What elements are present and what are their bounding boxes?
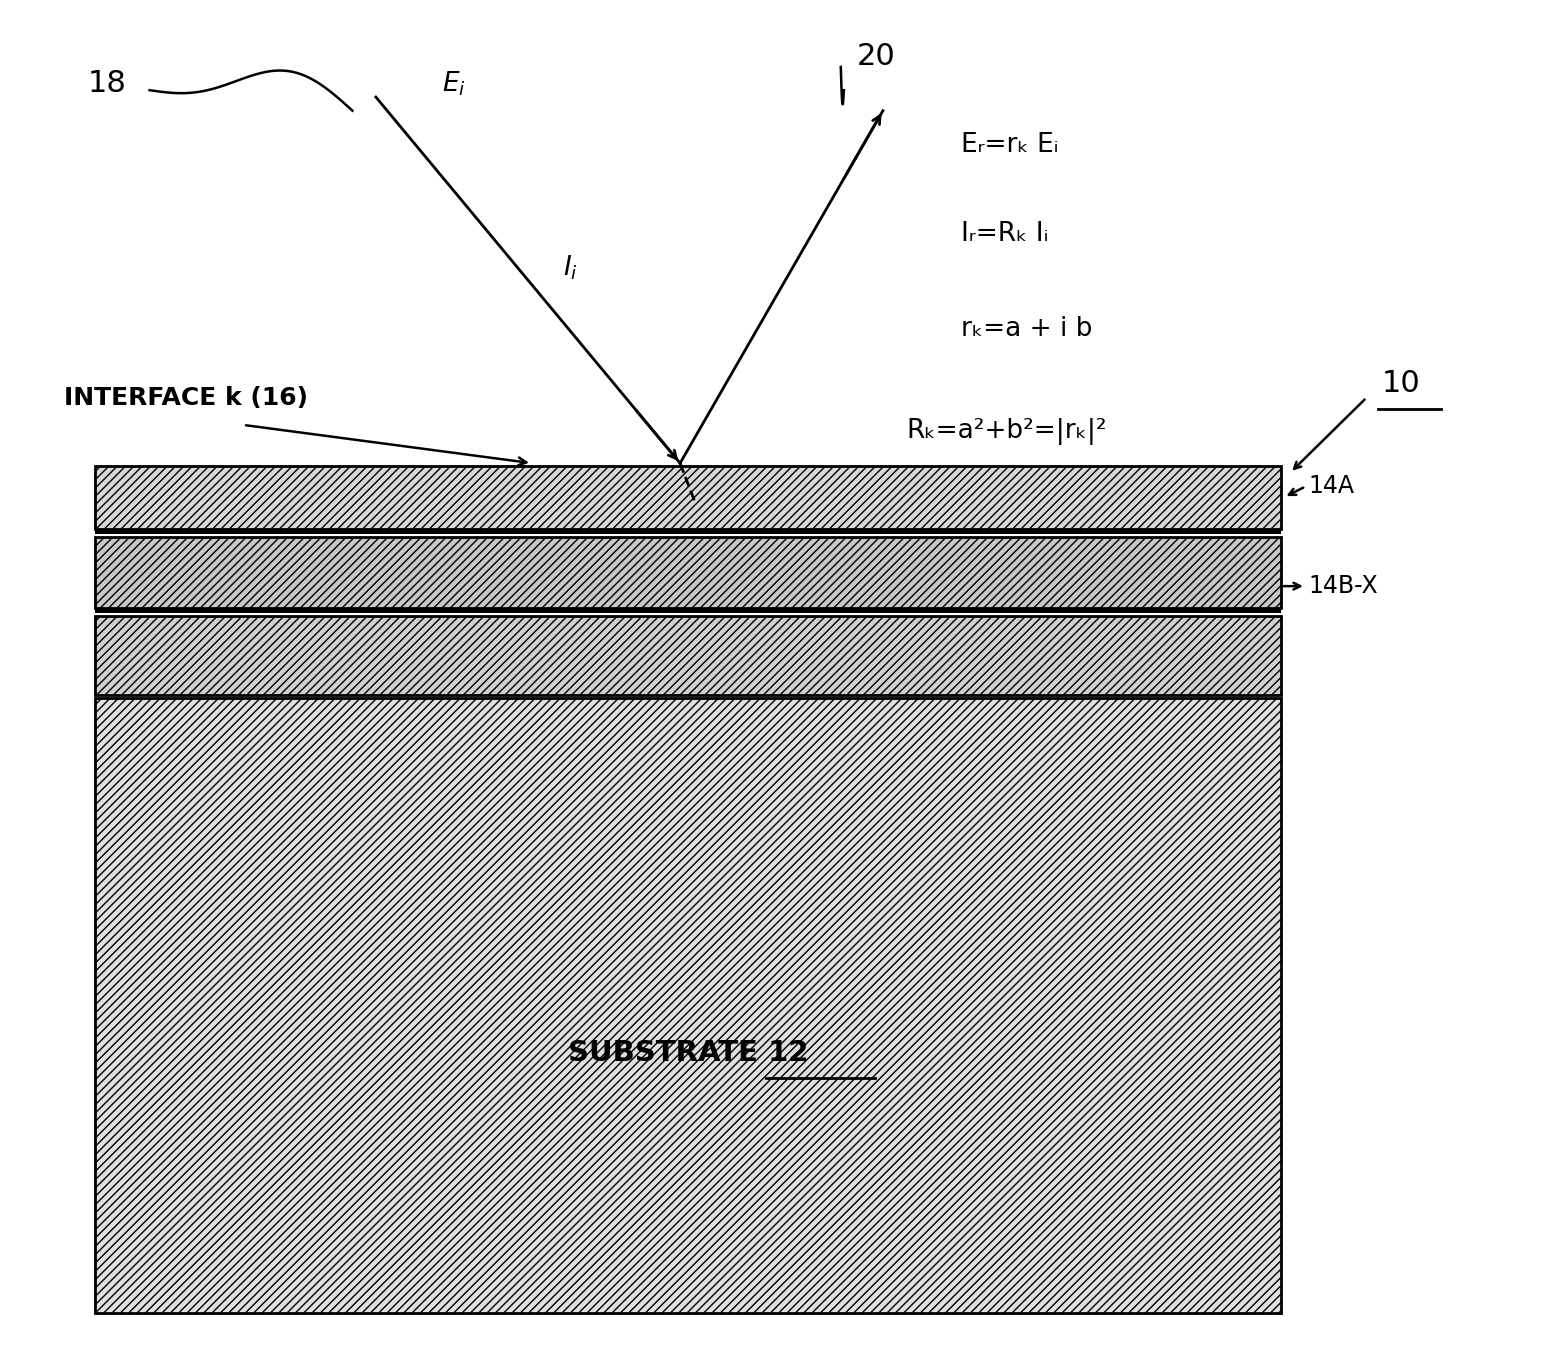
Text: 14B-X: 14B-X — [1308, 574, 1379, 598]
Text: Iᵣ=Rₖ Iᵢ: Iᵣ=Rₖ Iᵢ — [961, 220, 1049, 246]
Text: $I_i$: $I_i$ — [563, 253, 578, 282]
Text: 14A: 14A — [1308, 475, 1355, 498]
Text: 20: 20 — [857, 41, 896, 71]
Text: SUBSTRATE 12: SUBSTRATE 12 — [567, 1039, 808, 1068]
Text: 18: 18 — [88, 68, 127, 97]
Text: rₖ=a + i b: rₖ=a + i b — [961, 316, 1093, 342]
Bar — [95, 609, 1280, 613]
Bar — [95, 616, 1280, 695]
Text: 10: 10 — [1382, 370, 1421, 398]
Text: $E_i$: $E_i$ — [442, 68, 466, 97]
Text: Eᵣ=rₖ Eᵢ: Eᵣ=rₖ Eᵢ — [961, 131, 1058, 157]
Bar — [95, 698, 1280, 1313]
Text: INTERFACE k (16): INTERFACE k (16) — [64, 386, 308, 409]
Bar — [95, 537, 1280, 608]
Bar — [95, 530, 1280, 534]
Bar — [95, 465, 1280, 528]
Text: Rₖ=a²+b²=|rₖ|²: Rₖ=a²+b²=|rₖ|² — [907, 419, 1107, 445]
